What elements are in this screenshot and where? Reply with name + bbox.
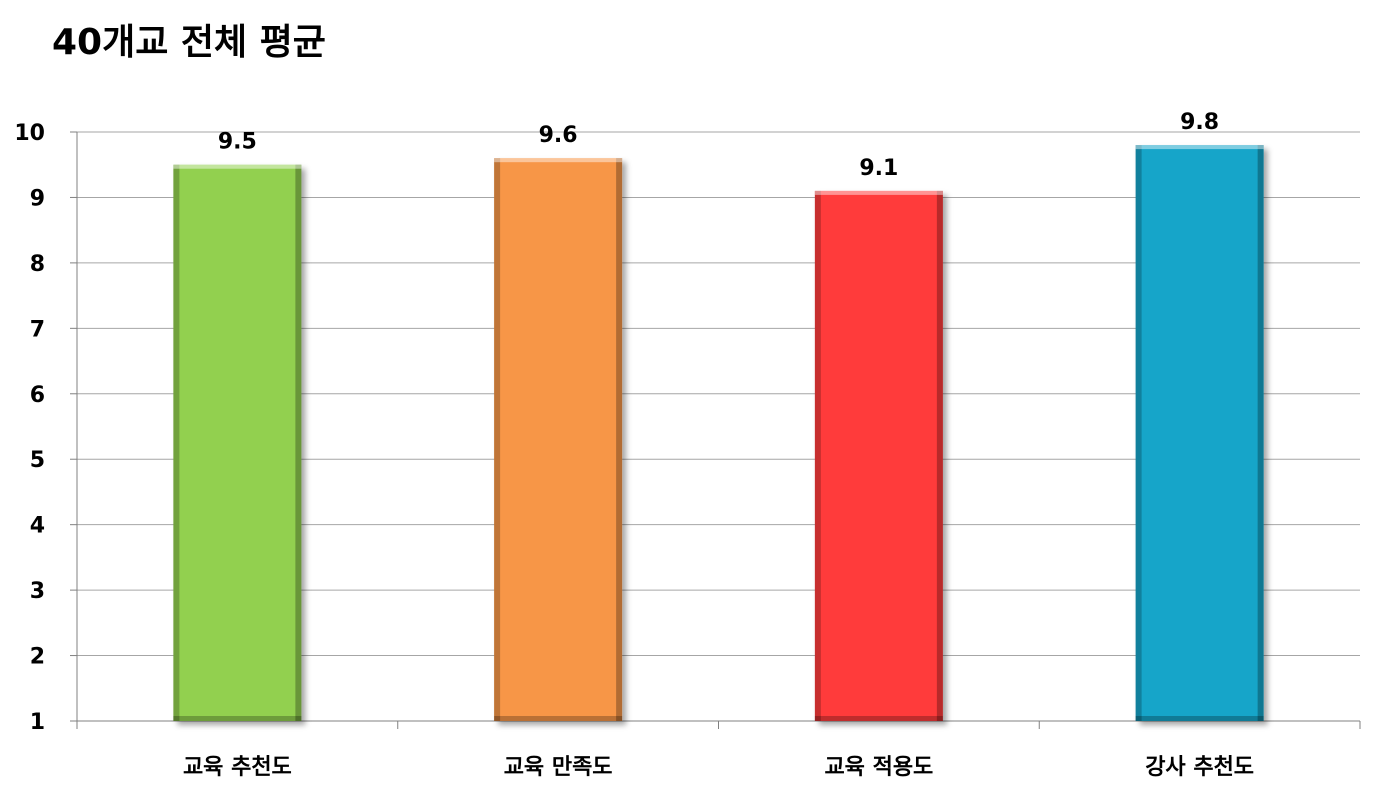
y-tick-label: 9: [30, 186, 45, 211]
bar-bevel-right: [295, 164, 302, 721]
bar-bevel-bottom: [173, 716, 302, 721]
bar-bevel-top: [173, 164, 302, 169]
bar-bevel-right: [1257, 145, 1264, 722]
y-tick-label: 8: [30, 252, 45, 277]
bar-bevel-left: [173, 164, 180, 721]
bar: [1135, 145, 1264, 722]
bar-bevel-left: [494, 158, 501, 721]
bar-bevel-left: [1135, 145, 1142, 722]
y-tick-label: 10: [14, 121, 45, 146]
bar-bevel-bottom: [814, 716, 943, 721]
x-category-label: 교육 추천도: [183, 755, 292, 780]
x-category-label: 교육 만족도: [504, 755, 613, 780]
bars: [173, 145, 1264, 722]
bar-bevel-right: [936, 190, 943, 721]
bar: [173, 164, 302, 721]
data-label: 9.5: [218, 130, 257, 155]
data-label: 9.8: [1180, 110, 1219, 135]
bar-bevel-bottom: [1135, 716, 1264, 721]
labels: 9.5 교육 추천도 9.6 교육 만족도 9.1 교육 적용도 9.8 강사 추천도: [183, 110, 1254, 780]
x-category-label: 강사 추천도: [1145, 755, 1254, 780]
bar-bevel-top: [814, 190, 943, 195]
y-tick-label: 4: [30, 514, 45, 539]
bar-bevel-bottom: [494, 716, 623, 721]
y-tick-label: 6: [30, 383, 45, 408]
y-tick-label: 3: [30, 579, 45, 604]
bar-bevel-right: [616, 158, 623, 721]
y-tick-label: 1: [30, 710, 45, 735]
bar: [814, 190, 943, 721]
x-category-label: 교육 적용도: [824, 755, 933, 780]
chart-title: 40개교 전체 평균: [52, 22, 326, 63]
bar-bevel-top: [494, 158, 623, 163]
y-tick-label: 7: [30, 317, 45, 342]
y-tick-label: 5: [30, 448, 45, 473]
bar-bevel-top: [1135, 145, 1264, 150]
y-tick-label: 2: [30, 645, 45, 670]
data-label: 9.1: [859, 156, 898, 181]
data-label: 9.6: [539, 123, 578, 148]
bar-bevel-left: [814, 190, 821, 721]
bar: [494, 158, 623, 721]
